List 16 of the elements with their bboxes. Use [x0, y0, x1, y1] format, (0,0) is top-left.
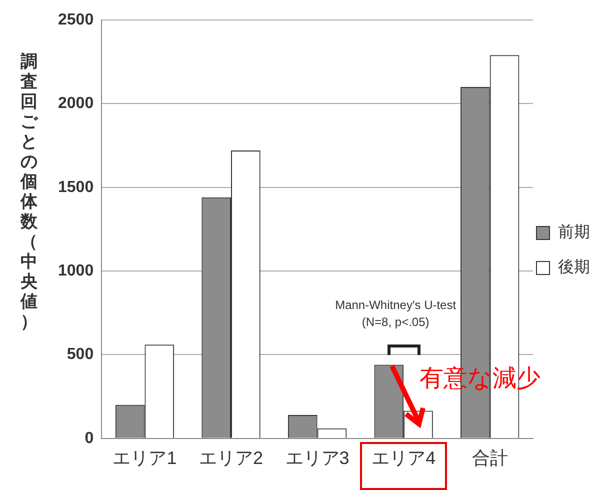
- x-tick-label: エリア1: [112, 448, 177, 468]
- text: 後期: [558, 257, 590, 278]
- y-tick-label: 500: [66, 346, 94, 364]
- x-tick-label: エリア3: [285, 448, 350, 468]
- y-tick-label: 1500: [58, 178, 94, 196]
- y-tick-label: 0: [84, 430, 94, 447]
- y-tick-label: 2000: [58, 95, 94, 112]
- x-tick-label: エリア4: [372, 448, 436, 468]
- annotation: (N=8, p<.05): [362, 314, 430, 329]
- legend-label: 前期: [558, 222, 590, 243]
- x-tick-label: エリア2: [199, 448, 264, 468]
- y-tick-label: 2500: [58, 11, 94, 28]
- text: 調査回ごとの個体数（中央値）: [20, 52, 38, 332]
- annotation: Mann-Whitney's U-test: [335, 298, 456, 312]
- x-tick-label: 合計: [472, 448, 508, 468]
- y-tick-label: 1000: [58, 262, 94, 280]
